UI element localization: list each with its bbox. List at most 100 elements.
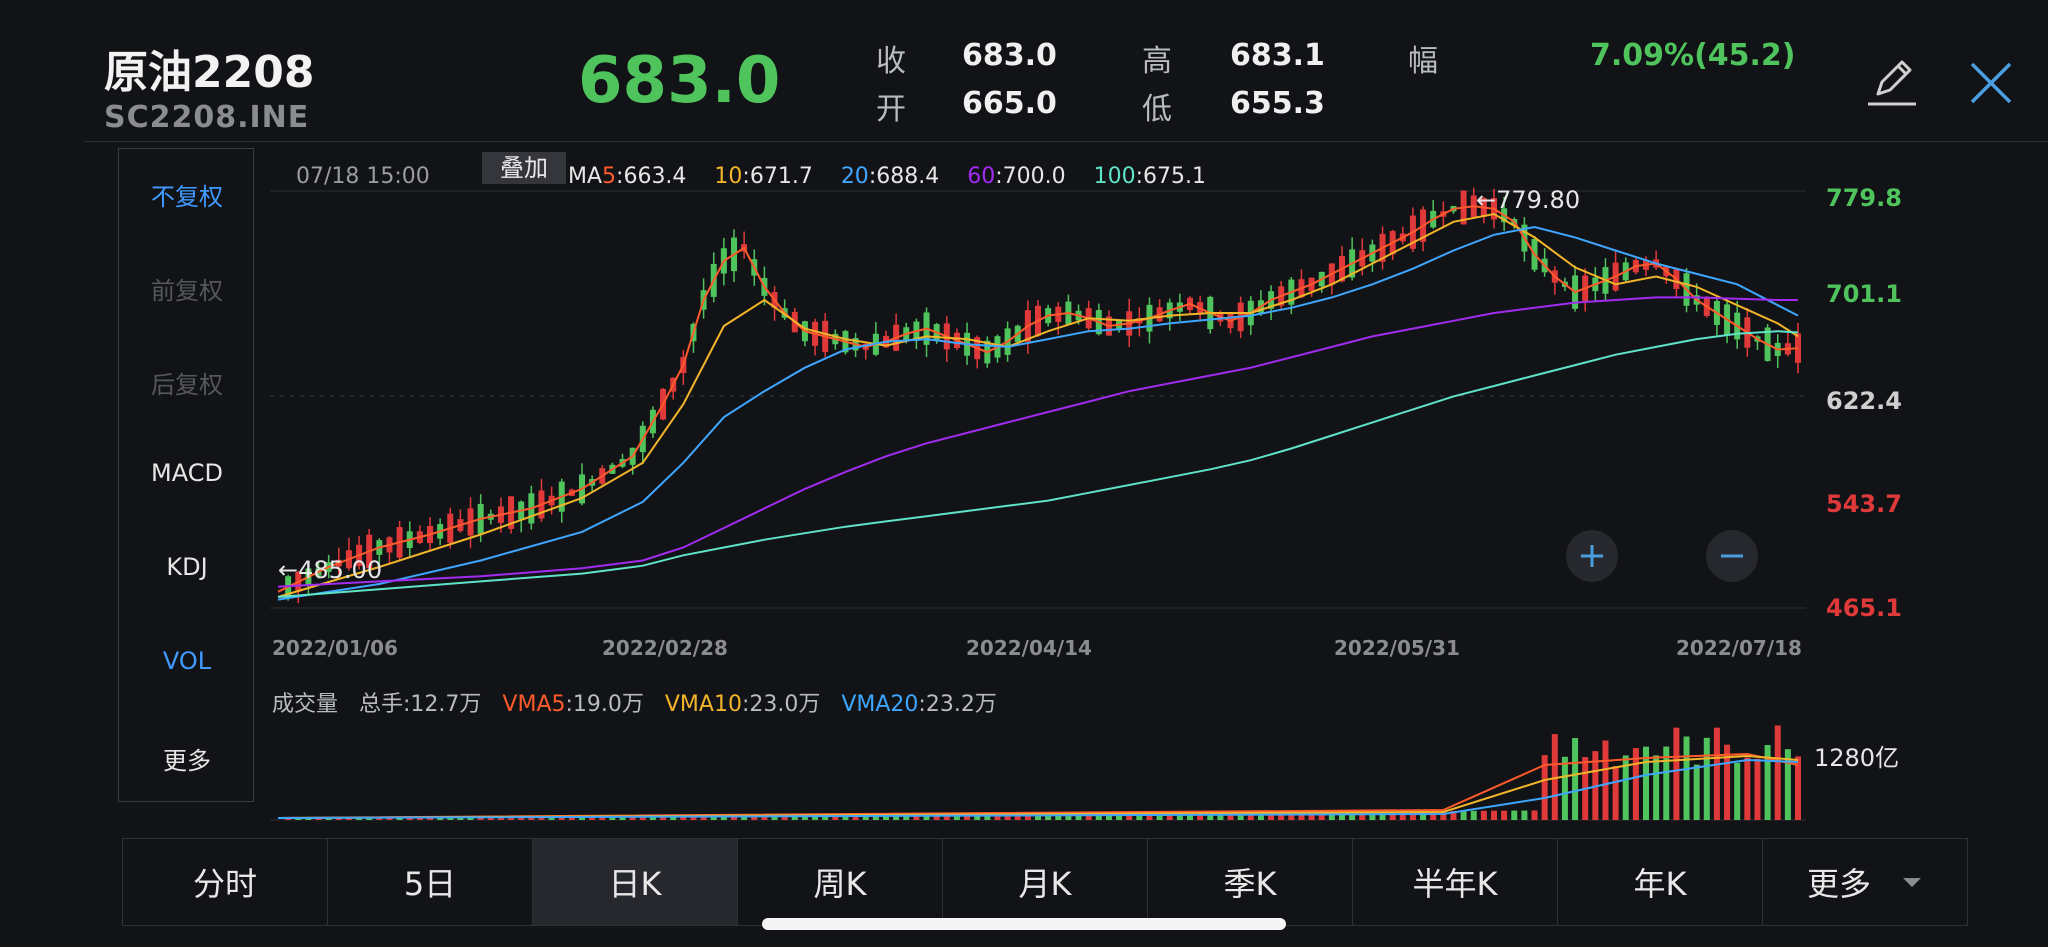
crosshair-time: 07/18 15:00 xyxy=(296,164,430,189)
open-label: 开 xyxy=(876,92,906,127)
volume-bar xyxy=(1288,811,1295,820)
ma20-line xyxy=(277,225,1799,601)
vma20-value: :23.2万 xyxy=(918,692,997,717)
tab-yearly-k[interactable]: 年K xyxy=(1558,839,1763,925)
side-item-no-adjust[interactable]: 不复权 xyxy=(151,183,223,211)
volume-bar xyxy=(629,815,636,820)
side-item-forward-adjust[interactable]: 前复权 xyxy=(151,277,223,305)
ma100-value: :675.1 xyxy=(1135,164,1206,189)
volume-total-label: 总手: xyxy=(359,692,411,717)
volume-bar xyxy=(1105,813,1112,820)
volume-bar xyxy=(1146,812,1153,820)
tab-halfyear-k[interactable]: 半年K xyxy=(1353,839,1558,925)
volume-bar xyxy=(427,817,433,820)
volume-bar xyxy=(903,814,910,820)
volume-bar xyxy=(1450,810,1457,820)
volume-bar xyxy=(1065,813,1072,820)
vma20-line xyxy=(277,758,1799,819)
side-item-kdj[interactable]: KDJ xyxy=(166,553,208,581)
volume-bar xyxy=(710,815,717,820)
volume-title: 成交量 xyxy=(272,692,339,717)
volume-bar xyxy=(508,816,515,820)
volume-bar xyxy=(913,814,920,820)
close-button[interactable] xyxy=(1966,58,2016,108)
tab-monthly-k[interactable]: 月K xyxy=(943,839,1148,925)
volume-bar xyxy=(1795,756,1801,820)
volume-bar xyxy=(1187,812,1193,820)
volume-bar xyxy=(1653,755,1660,820)
volume-bar xyxy=(670,815,677,820)
volume-bar xyxy=(437,817,444,820)
volume-bar xyxy=(1389,811,1396,820)
ma5-prefix: MA xyxy=(568,164,603,189)
zoom-in-button[interactable] xyxy=(1566,530,1618,582)
tab-daily-k[interactable]: 日K xyxy=(533,839,738,925)
volume-bar xyxy=(1126,812,1133,820)
range-value: 7.09%(45.2) xyxy=(1590,38,1796,73)
volume-bar xyxy=(1754,758,1761,820)
open-value: 665.0 xyxy=(962,86,1057,121)
volume-bar xyxy=(751,815,758,820)
vma10-line xyxy=(277,754,1799,819)
ma-legend: MA5:663.4 10:671.7 20:688.4 60:700.0 100… xyxy=(568,164,1206,189)
volume-bar xyxy=(558,816,565,820)
y-axis-label-mid: 622.4 xyxy=(1826,387,1902,415)
volume-bar xyxy=(812,814,819,820)
tab-5day[interactable]: 5日 xyxy=(328,839,533,925)
ma60-number: 60 xyxy=(967,164,996,189)
plus-icon xyxy=(1581,545,1603,567)
side-item-backward-adjust[interactable]: 后复权 xyxy=(151,371,223,399)
volume-bar xyxy=(518,816,525,820)
volume-bar xyxy=(680,815,687,820)
volume-bar xyxy=(984,813,991,820)
volume-bar xyxy=(1724,744,1731,820)
tab-intraday[interactable]: 分时 xyxy=(123,839,328,925)
vma10-value: :23.0万 xyxy=(741,692,821,717)
volume-bar xyxy=(335,817,342,820)
volume-bar xyxy=(1014,813,1021,820)
vma20-label: VMA20 xyxy=(841,692,919,717)
volume-bar xyxy=(1308,811,1315,820)
overlay-button[interactable]: 叠加 xyxy=(482,152,566,184)
volume-bar xyxy=(538,816,545,820)
volume-bar xyxy=(761,815,768,820)
edit-button[interactable] xyxy=(1862,52,1920,110)
min-price-annotation: ←485.00 xyxy=(278,556,383,584)
vma5-label: VMA5 xyxy=(502,692,566,717)
volume-bar xyxy=(1521,810,1528,820)
tab-quarterly-k[interactable]: 季K xyxy=(1148,839,1353,925)
volume-bar xyxy=(497,816,504,820)
side-item-more[interactable]: 更多 xyxy=(163,747,211,775)
volume-bar xyxy=(457,816,464,820)
side-item-macd[interactable]: MACD xyxy=(151,459,223,487)
volume-bar xyxy=(883,814,889,820)
volume-bar xyxy=(1511,810,1518,820)
tab-weekly-k[interactable]: 周K xyxy=(738,839,943,925)
tab-more-label: 更多 xyxy=(1806,865,1871,903)
volume-bar xyxy=(1551,734,1558,820)
ma5-number: 5 xyxy=(602,164,617,189)
instrument-code: SC2208.INE xyxy=(104,100,310,135)
volume-bar xyxy=(447,817,454,820)
ma20-value: :688.4 xyxy=(868,164,940,189)
volume-bar xyxy=(1035,813,1041,820)
ma60-value: :700.0 xyxy=(995,164,1066,189)
volume-bar xyxy=(1257,812,1264,820)
vma5-line xyxy=(277,752,1799,819)
volume-bar xyxy=(548,816,555,820)
ma100-number: 100 xyxy=(1093,164,1136,189)
volume-bar xyxy=(1632,748,1639,820)
volume-bar xyxy=(416,817,423,820)
volume-bar xyxy=(1024,813,1031,820)
volume-bar xyxy=(964,813,971,820)
volume-bar xyxy=(852,814,859,820)
ma60-line xyxy=(277,296,1798,588)
side-item-vol[interactable]: VOL xyxy=(162,647,212,675)
zoom-out-button[interactable] xyxy=(1706,530,1758,582)
volume-bar xyxy=(1541,755,1548,820)
volume-bar xyxy=(1095,813,1102,820)
volume-bar xyxy=(994,813,1001,820)
tab-more[interactable]: 更多 xyxy=(1763,839,1967,925)
x-axis-label-1: 2022/01/06 xyxy=(272,636,398,660)
